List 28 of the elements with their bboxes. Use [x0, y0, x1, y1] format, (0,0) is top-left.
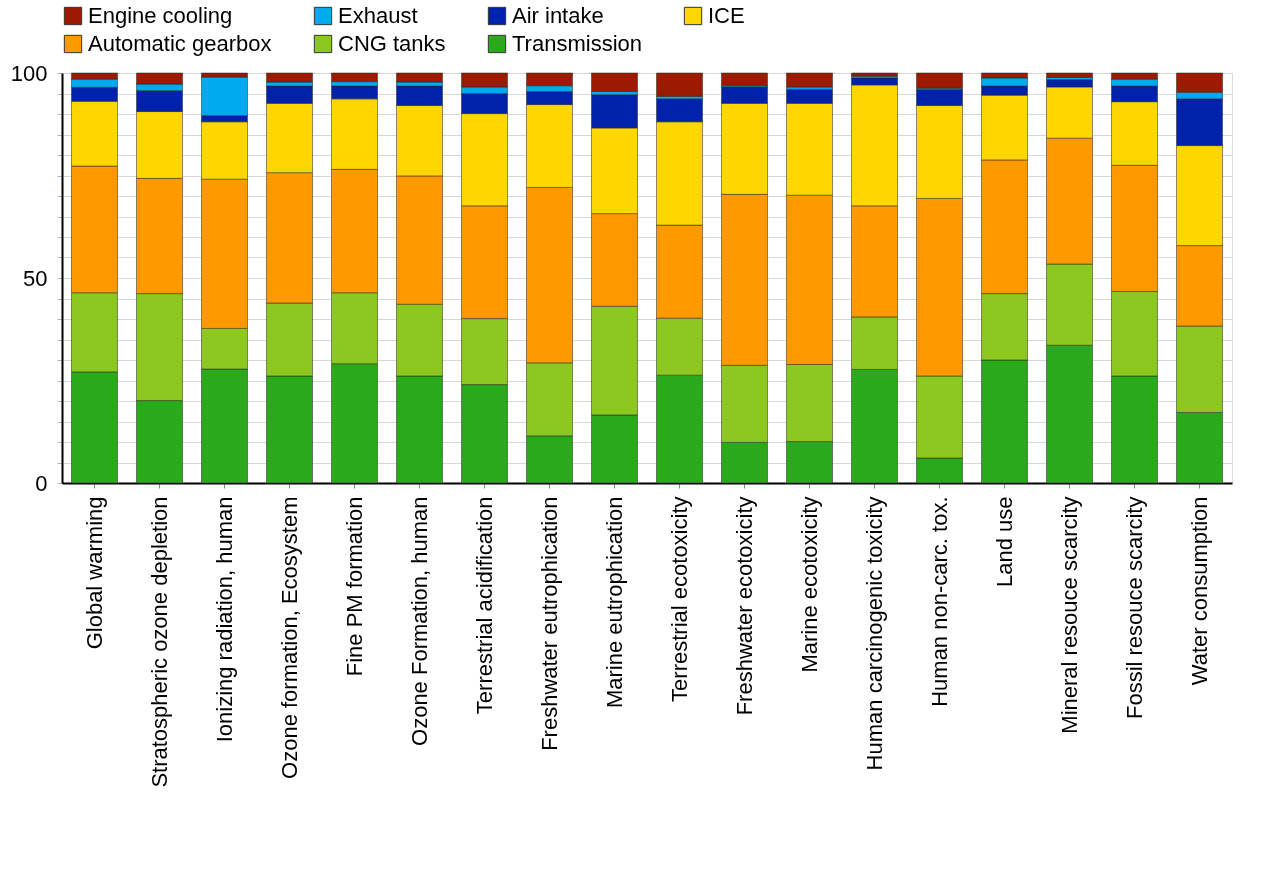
x-tick-label: Terrestrial acidification — [471, 496, 497, 715]
x-tick-label: Freshwater ecotoxicity — [731, 496, 757, 716]
y-tick-label: 100 — [10, 60, 48, 86]
x-tick-label: Water consumption — [1186, 496, 1212, 686]
legend-label: Automatic gearbox — [88, 31, 272, 56]
x-tick-label: Freshwater eutrophication — [536, 496, 562, 751]
x-tick-label: Terrestrial ecotoxicity — [666, 496, 692, 702]
x-tick-label: Global warming — [81, 496, 107, 650]
x-tick-label: Stratospheric ozone depletion — [146, 496, 172, 788]
legend-label: Exhaust — [338, 3, 418, 28]
x-tick-label: Mineral resouce scarcity — [1056, 496, 1082, 734]
legend-label: Engine cooling — [88, 3, 233, 28]
x-tick-label: Marine ecotoxicity — [796, 496, 822, 673]
x-tick-label: Human non-carc. tox. — [926, 496, 952, 707]
legend-label: Air intake — [512, 3, 604, 28]
x-tick-label: Ozone Formation, human — [406, 496, 432, 746]
x-tick-label: Ionizing radiation, human — [211, 496, 237, 743]
x-tick-label: Fossil resouce scarcity — [1121, 496, 1147, 720]
legend-label: Transmission — [512, 31, 642, 56]
y-tick-label: 50 — [23, 265, 48, 291]
x-tick-label: Human carcinogenic toxicity — [861, 496, 887, 771]
x-tick-label: Land use — [991, 496, 1017, 588]
x-tick-label: Ozone formation, Ecosystem — [276, 496, 302, 779]
x-tick-label: Fine PM formation — [341, 496, 367, 677]
legend-label: ICE — [708, 3, 745, 28]
x-tick-label: Marine eutrophication — [601, 496, 627, 709]
legend-label: CNG tanks — [338, 31, 446, 56]
y-tick-label: 0 — [35, 470, 48, 496]
